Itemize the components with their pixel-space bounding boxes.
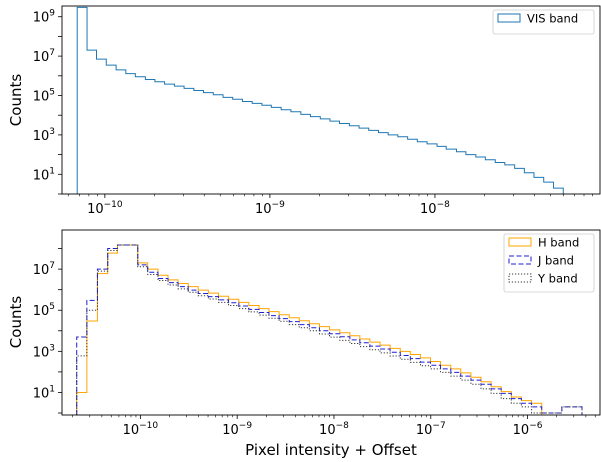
vis-x-tick-label-3: 10−8 [420,200,450,217]
vis-y-tick-label-2: 103 [33,127,55,144]
nir-legend: H band J band Y band [503,233,595,293]
nir-legend-swatch-2 [508,255,532,265]
vis-legend-swatch-1 [497,13,521,23]
vis-series-1-line [76,6,564,194]
nir-y-tick-label-2: 103 [33,343,55,360]
vis-y-tick-label-5: 109 [33,9,56,26]
vis-y-tick-label-1: 101 [33,166,55,183]
vis-legend-box [492,9,595,35]
vis-legend: VIS band [492,9,595,35]
vis-panel: 10−10 10−9 10−8 101 103 105 107 109 Counts VIS … [7,5,601,217]
nir-series-layer [76,244,583,415]
nir-x-tick-label-2: 10−9 [222,421,252,438]
nir-legend-label-2: J band [537,254,574,268]
vis-y-tick-label-4: 107 [33,48,55,65]
nir-y-tick-label-1: 101 [33,384,55,401]
nir-x-tick-label-5: 10−6 [513,421,543,438]
nir-legend-swatch-1 [508,237,532,247]
nir-x-tick-label-1: 10−10 [123,421,159,438]
nir-xlabel: Pixel intensity + Offset [245,441,417,459]
vis-x-tick-label-2: 10−9 [255,200,285,217]
nir-series-3-line [76,244,583,415]
vis-plot-frame [61,5,601,195]
vis-x-tick-label-1: 10−10 [87,200,123,217]
nir-y-tick-label-4: 107 [33,261,55,278]
vis-legend-label-1: VIS band [527,12,578,26]
nir-panel: 10−10 10−9 10−8 10−7 10−6 101 103 105 107 Counts… [7,229,601,459]
vis-ticks: 10−10 10−9 10−8 101 103 105 107 109 [33,9,593,217]
nir-series-1-line [76,244,543,415]
nir-ylabel: Counts [7,296,25,349]
vis-series-layer [76,6,564,194]
nir-series-2-line [76,244,583,415]
nir-plot-frame [61,229,601,416]
nir-legend-box [503,233,595,293]
nir-legend-label-3: Y band [537,272,578,286]
vis-ylabel: Counts [7,74,25,127]
vis-y-tick-label-3: 105 [33,88,55,105]
nir-legend-label-1: H band [538,236,579,250]
nir-x-tick-label-4: 10−7 [416,421,446,438]
nir-y-tick-label-3: 105 [33,302,55,319]
nir-x-tick-label-3: 10−8 [319,421,349,438]
